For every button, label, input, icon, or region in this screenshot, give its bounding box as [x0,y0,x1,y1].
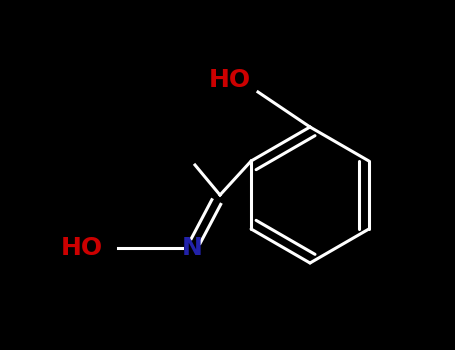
Text: HO: HO [209,68,251,92]
Text: HO: HO [61,236,103,260]
Text: N: N [182,236,202,260]
